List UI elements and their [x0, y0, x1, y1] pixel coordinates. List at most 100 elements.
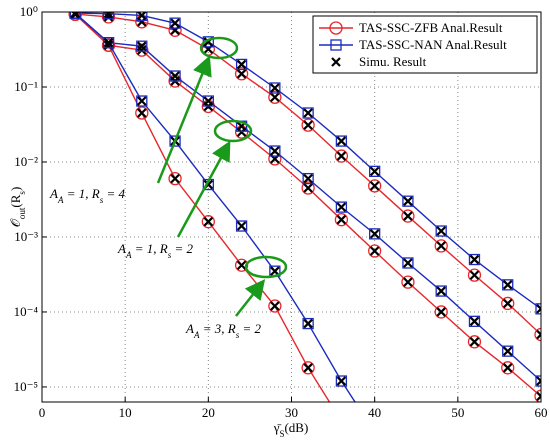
annotation-shapes [156, 36, 288, 317]
y-tick-label: 10⁰ [20, 4, 38, 19]
marker-square [335, 135, 348, 147]
annotation: AA = 1, Rs = 2 [117, 241, 193, 260]
marker-circle [534, 327, 541, 342]
legend-label: Simu. Result [359, 54, 427, 69]
text-part: R [8, 194, 23, 203]
text-part: ( [8, 203, 23, 207]
marker-x [270, 301, 280, 311]
marker-square [502, 345, 514, 357]
marker-x [170, 71, 180, 81]
marker-x [270, 83, 280, 93]
x-axis-label: γ̄S(dB) [273, 420, 309, 439]
marker-x [236, 260, 247, 271]
arrow [156, 55, 212, 184]
marker-circle [168, 171, 182, 186]
subscript: s [236, 330, 240, 340]
marker-square [435, 225, 447, 237]
marker-x [336, 202, 347, 212]
axes: 0 10 20 30 40 50 6010⁰10⁻¹10⁻²10⁻³10⁻⁴10⁻⁵γ̄S(… [8, 4, 548, 439]
marker-x [203, 96, 214, 106]
marker-circle [101, 12, 116, 24]
marker-x [303, 318, 313, 329]
marker-x [536, 376, 541, 386]
highlight-ellipse [244, 255, 288, 279]
marker-x [303, 108, 313, 118]
annotations: AA = 1, Rs = 4AA = 1, Rs = 2AA = 3, Rs =… [49, 186, 261, 340]
marker-circle [68, 12, 82, 22]
marker-square [335, 375, 348, 387]
marker-circle [467, 268, 482, 282]
subscript: A [125, 250, 132, 260]
y-tick-label: 10⁻¹ [14, 79, 38, 94]
y-tick-label: 10⁻⁴ [14, 304, 39, 319]
marker-square [402, 195, 414, 207]
text-part: A [185, 321, 194, 336]
marker-square [535, 303, 541, 315]
y-axis-label: 𝒪out(Rs) [8, 187, 27, 228]
text-part: R [227, 321, 236, 336]
marker-x [403, 258, 413, 268]
text-part: = 1, [131, 241, 159, 256]
y-tick-label: 10⁻⁵ [14, 379, 38, 394]
marker-x [469, 270, 480, 280]
marker-circle [268, 152, 282, 166]
arrow [176, 140, 231, 238]
marker-circle [135, 106, 149, 120]
marker-x [436, 226, 446, 236]
marker-x [331, 57, 341, 67]
marker-x [103, 12, 114, 19]
marker-square [136, 12, 148, 22]
legend-label: TAS-SSC-ZFB Anal.Result [359, 20, 503, 35]
subscript: s [100, 195, 104, 205]
marker-circle [501, 296, 515, 311]
x-tick-label: 0 [39, 405, 46, 420]
x-tick-label: 50 [451, 405, 464, 420]
marker-x [303, 120, 313, 130]
x-tick-label: 40 [368, 405, 381, 420]
marker-square [202, 95, 214, 107]
marker-x [336, 376, 347, 386]
marker-square [136, 95, 148, 107]
marker-square [335, 201, 348, 213]
text-part: ) [8, 187, 23, 191]
marker-square [435, 285, 447, 297]
text-part: (dB) [284, 420, 308, 435]
marker-square [402, 257, 414, 269]
text-part: γ̄ [273, 420, 282, 435]
marker-x [436, 307, 446, 317]
marker-square [302, 317, 314, 330]
marker-square [269, 145, 281, 157]
marker-x [403, 196, 413, 206]
marker-x [403, 277, 413, 287]
marker-x [303, 183, 313, 193]
marker-x [469, 254, 480, 265]
marker-circle [135, 43, 149, 57]
legend: TAS-SSC-ZFB Anal.Result TAS-SSC-NAN Anal.… [312, 15, 538, 74]
marker-square [169, 70, 181, 82]
marker-x [502, 280, 513, 290]
marker-x [336, 151, 347, 161]
marker-x [502, 346, 513, 356]
marker-x [170, 173, 180, 184]
marker-x [502, 363, 513, 373]
marker-square [369, 165, 381, 178]
annotation: AA = 3, Rs = 2 [185, 321, 261, 340]
marker-circle [268, 299, 282, 313]
marker-x [236, 59, 247, 70]
marker-circle [268, 90, 282, 104]
subscript: S [279, 429, 284, 439]
subscript: s [17, 191, 27, 195]
marker-circle [329, 21, 343, 35]
marker-x [469, 316, 480, 327]
marker-x [369, 181, 380, 191]
marker-circle [334, 213, 349, 227]
marker-square [468, 253, 481, 266]
text-part: R [91, 186, 100, 201]
highlight-ellipse [213, 119, 253, 143]
arrow [235, 279, 266, 317]
marker-x [170, 18, 180, 28]
text-part: A [117, 241, 126, 256]
marker-circle [401, 275, 415, 289]
marker-square [102, 37, 115, 49]
marker-circle [368, 179, 382, 193]
